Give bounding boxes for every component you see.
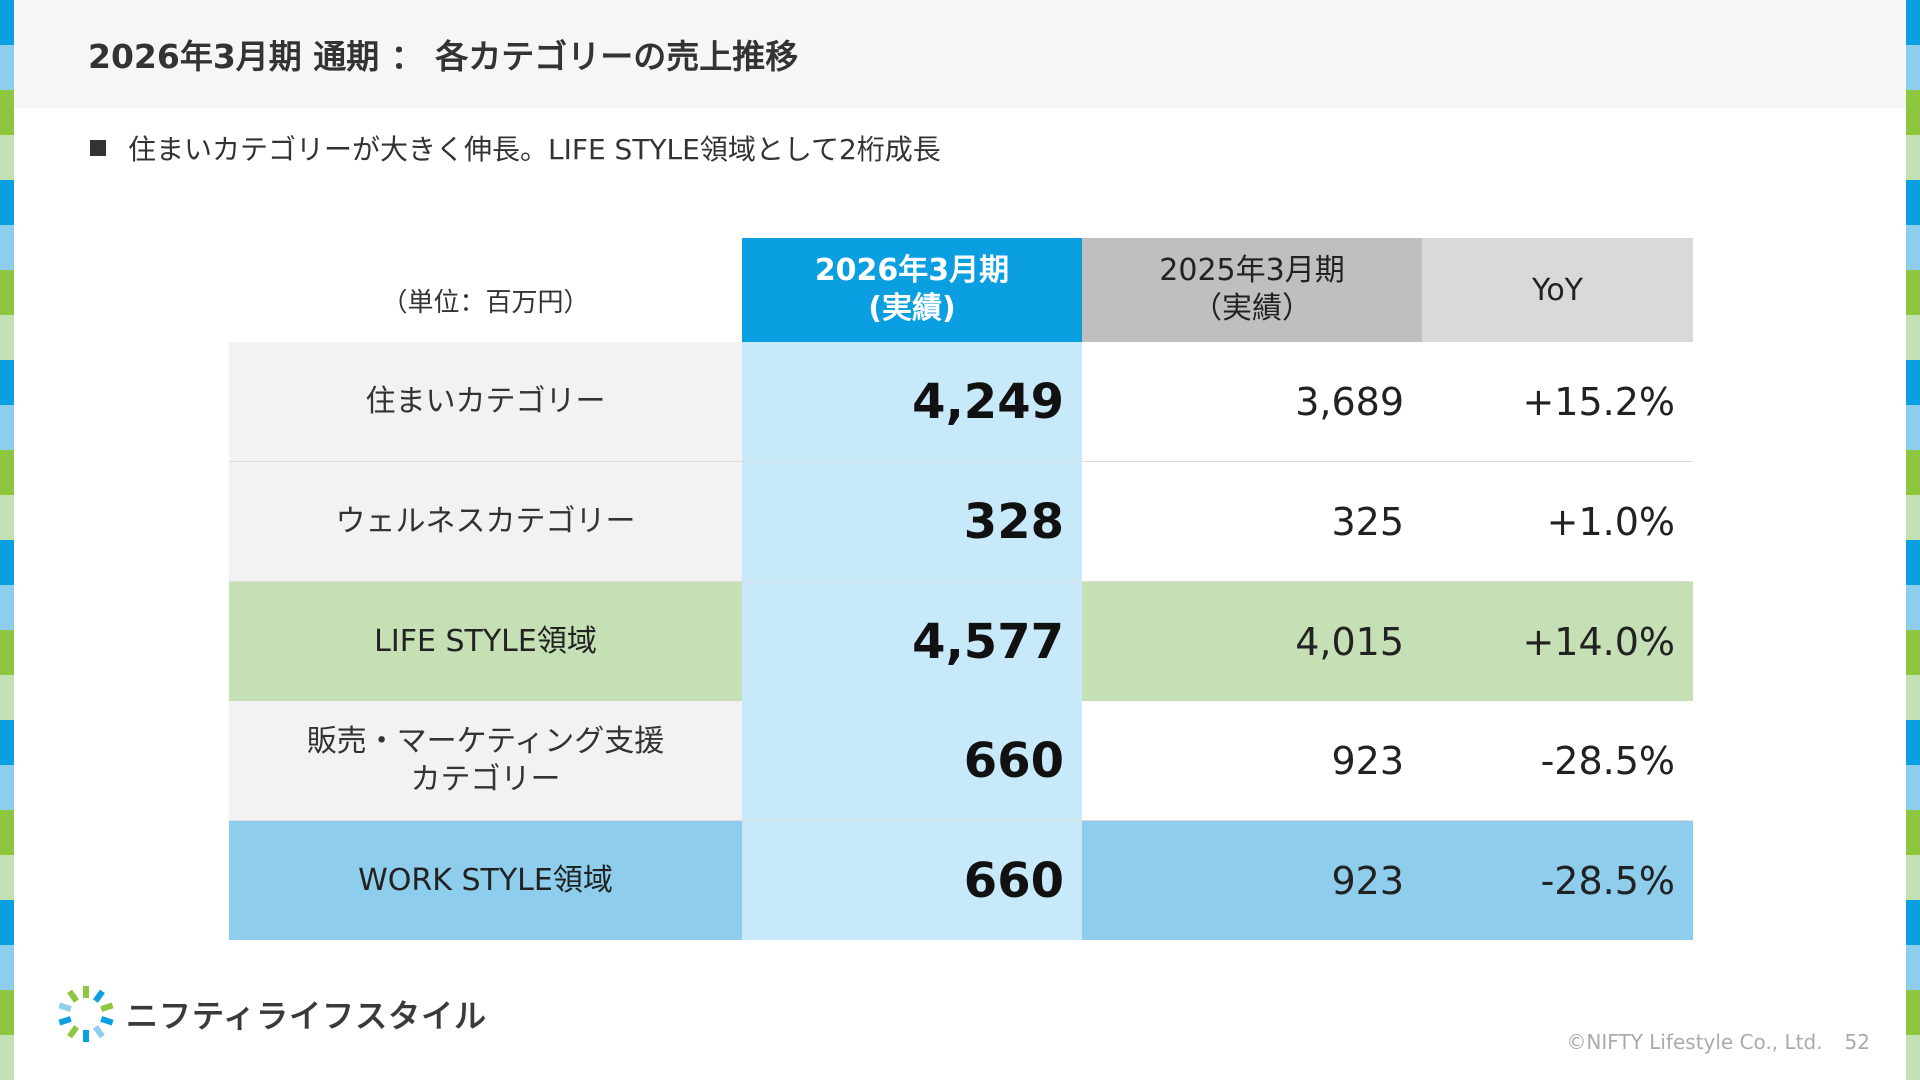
- row-current-value: 4,249: [742, 342, 1082, 461]
- row-previous-value: 325: [1082, 462, 1422, 581]
- row-previous-value: 4,015: [1082, 582, 1422, 701]
- row-previous-value: 923: [1082, 821, 1422, 940]
- table-row: 販売・マーケティング支援 カテゴリー 660 923 -28.5%: [229, 701, 1693, 821]
- burst-logo-icon: [58, 986, 114, 1042]
- row-yoy-value: +14.0%: [1422, 582, 1693, 701]
- row-yoy-value: +1.0%: [1422, 462, 1693, 581]
- sales-table: （単位：百万円） 2026年3月期 (実績) 2025年3月期 （実績） YoY…: [229, 238, 1693, 940]
- copyright-text: ©NIFTY Lifestyle Co., Ltd.: [1566, 1030, 1823, 1054]
- header-previous-period: 2025年3月期 （実績）: [1082, 238, 1422, 342]
- row-label-line1: 販売・マーケティング支援: [306, 723, 665, 759]
- table-row-work-style: WORK STYLE領域 660 923 -28.5%: [229, 821, 1693, 940]
- header-current-line1: 2026年3月期: [814, 253, 1010, 288]
- page-title: 2026年3月期 通期 ： 各カテゴリーの売上推移: [88, 37, 799, 76]
- left-decorative-stripe: [0, 0, 14, 1080]
- footer: ©NIFTY Lifestyle Co., Ltd. 52: [1544, 1030, 1870, 1054]
- row-current-value: 328: [742, 462, 1082, 581]
- row-yoy-value: +15.2%: [1422, 342, 1693, 461]
- row-current-value: 660: [742, 821, 1082, 940]
- row-current-value: 4,577: [742, 582, 1082, 701]
- table-row-life-style: LIFE STYLE領域 4,577 4,015 +14.0%: [229, 582, 1693, 701]
- row-previous-value: 923: [1082, 701, 1422, 820]
- bullet-square-icon: [90, 140, 106, 156]
- row-label: 住まいカテゴリー: [229, 342, 742, 461]
- table-header-row: （単位：百万円） 2026年3月期 (実績) 2025年3月期 （実績） YoY: [229, 238, 1693, 342]
- logo-text: ニフティライフスタイル: [126, 997, 488, 1035]
- header-current-period: 2026年3月期 (実績): [742, 238, 1082, 342]
- row-label: ウェルネスカテゴリー: [229, 462, 742, 581]
- table-row: ウェルネスカテゴリー 328 325 +1.0%: [229, 462, 1693, 582]
- header-previous-line2: （実績）: [1192, 291, 1312, 326]
- header-current-line2: (実績): [868, 291, 956, 326]
- row-label-line2: カテゴリー: [410, 761, 561, 797]
- page-number: 52: [1844, 1030, 1870, 1054]
- row-yoy-value: -28.5%: [1422, 701, 1693, 820]
- right-decorative-stripe: [1906, 0, 1920, 1080]
- row-label: WORK STYLE領域: [229, 821, 742, 940]
- summary-bullet: 住まいカテゴリーが大きく伸長。LIFE STYLE領域として2桁成長: [90, 128, 941, 168]
- row-current-value: 660: [742, 701, 1082, 820]
- title-bar: [14, 0, 1906, 108]
- row-previous-value: 3,689: [1082, 342, 1422, 461]
- header-previous-line1: 2025年3月期: [1159, 253, 1345, 288]
- row-yoy-value: -28.5%: [1422, 821, 1693, 940]
- summary-text: 住まいカテゴリーが大きく伸長。LIFE STYLE領域として2桁成長: [128, 133, 941, 166]
- unit-label: （単位：百万円）: [381, 287, 590, 318]
- header-yoy: YoY: [1422, 238, 1693, 342]
- table-row: 住まいカテゴリー 4,249 3,689 +15.2%: [229, 342, 1693, 462]
- row-label: 販売・マーケティング支援 カテゴリー: [229, 701, 742, 820]
- row-label: LIFE STYLE領域: [229, 582, 742, 701]
- company-logo: ニフティライフスタイル: [56, 984, 487, 1044]
